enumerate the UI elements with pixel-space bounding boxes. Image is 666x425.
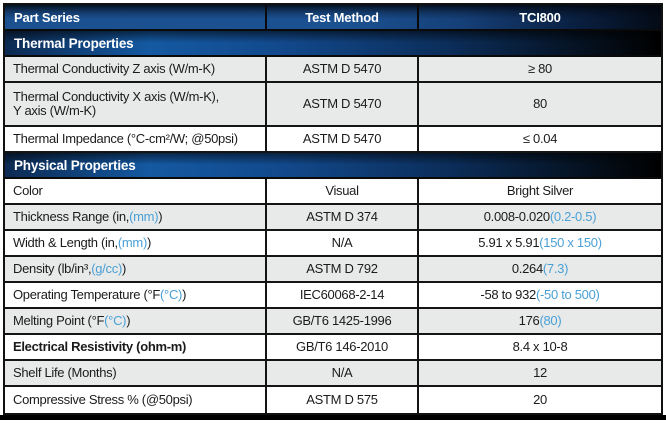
method-cell: GB/T6 146-2010 [265,335,417,359]
cell-text: Thermal Conductivity X axis (W/m-K), Y a… [13,89,219,118]
table-row: Operating Temperature (°F (°C)) IEC60068… [5,283,661,309]
method-cell: Visual [265,179,417,203]
method-cell: ASTM D 575 [265,387,417,413]
cell-text: ) [182,287,187,302]
property-cell: Thermal Impedance (°C-cm²/W; @50psi) [5,127,265,151]
cell-text: Thickness Range (in, [13,209,130,224]
value-cell: ≤ 0.04 [417,127,661,151]
cell-text: Bright Silver [506,183,574,198]
metric-unit-text: (150 x 150) [539,235,602,250]
method-cell: ASTM D 374 [265,205,417,229]
cell-text: Thermal Impedance (°C-cm²/W; @50psi) [13,131,238,146]
property-cell: Width & Length (in, (mm)) [5,231,265,255]
metric-unit-text: (g/cc) [91,261,122,276]
section-title: Thermal Properties [14,35,134,51]
table-row: Color Visual Bright Silver [5,179,661,205]
property-cell: Melting Point (°F (°C)) [5,309,265,333]
value-cell: 176 (80) [417,309,661,333]
cell-text: Thermal Conductivity Z axis (W/m-K) [13,61,215,76]
section-header: Thermal Properties [5,31,661,57]
method-cell: ASTM D 792 [265,257,417,281]
value-cell: Bright Silver [417,179,661,203]
table-row: Width & Length (in, (mm)) N/A 5.91 x 5.9… [5,231,661,257]
cell-text: Color [13,183,43,198]
property-cell: Thermal Conductivity Z axis (W/m-K) [5,57,265,81]
cell-text: Melting Point (°F [13,313,105,328]
value-cell: 80 [417,83,661,125]
cell-text: ≤ 0.04 [522,131,558,146]
cell-text: 80 [533,96,547,111]
value-cell: 0.008-0.020 (0.2-0.5) [417,205,661,229]
table-header-row: Part Series Test Method TCI800 [5,5,661,31]
cell-text: Shelf Life (Months) [13,365,117,380]
cell-text: 20 [533,392,547,407]
cell-text: 176 [518,313,540,328]
cell-text: Operating Temperature (°F [13,287,161,302]
cell-text: ) [121,261,127,276]
cell-text: 8.4 x 10-8 [512,339,568,354]
property-cell: Thickness Range (in, (mm)) [5,205,265,229]
property-cell: Color [5,179,265,203]
spec-table: Part Series Test Method TCI800 Thermal P… [3,3,663,415]
table-row: Thickness Range (in, (mm)) ASTM D 374 0.… [5,205,661,231]
column-header-test-method: Test Method [265,5,417,29]
method-cell: N/A [265,361,417,385]
method-cell: GB/T6 1425-1996 [265,309,417,333]
metric-unit-text: (mm) [117,235,147,250]
table-row: Melting Point (°F (°C)) GB/T6 1425-1996 … [5,309,661,335]
table-row: Density (lb/in³, (g/cc)) ASTM D 792 0.26… [5,257,661,283]
cell-text: Density (lb/in³, [13,261,92,276]
metric-unit-text: (-50 to 500) [535,287,600,302]
cell-text: 0.264 [511,261,543,276]
method-cell: ASTM D 5470 [265,127,417,151]
property-cell: Operating Temperature (°F (°C)) [5,283,265,307]
cell-text: Electrical Resistivity (ohm-m) [13,339,187,354]
column-header-tci800: TCI800 [417,5,661,29]
section-title: Physical Properties [14,157,136,173]
property-cell: Shelf Life (Months) [5,361,265,385]
table-body: Thermal Properties Thermal Conductivity … [5,31,661,413]
value-cell: 5.91 x 5.91 (150 x 150) [417,231,661,255]
cell-text: Compressive Stress % (@50psi) [13,392,193,407]
bottom-divider [0,415,666,420]
cell-text: -58 to 932 [480,287,536,302]
cell-text: 5.91 x 5.91 [478,235,540,250]
section-header: Physical Properties [5,153,661,179]
value-cell: 0.264 (7.3) [417,257,661,281]
property-cell: Electrical Resistivity (ohm-m) [5,335,265,359]
cell-text: ) [146,235,152,250]
table-row: Electrical Resistivity (ohm-m) GB/T6 146… [5,335,661,361]
table-row: Shelf Life (Months) N/A 12 [5,361,661,387]
metric-unit-text: (0.2-0.5) [549,209,597,224]
metric-unit-text: (80) [539,313,562,328]
column-header-part-series: Part Series [14,9,80,25]
cell-text: ) [126,313,131,328]
table-row: Thermal Conductivity X axis (W/m-K), Y a… [5,83,661,127]
property-cell: Compressive Stress % (@50psi) [5,387,265,413]
table-row: Thermal Impedance (°C-cm²/W; @50psi) AST… [5,127,661,153]
cell-text: 12 [533,365,547,380]
value-cell: ≥ 80 [417,57,661,81]
metric-unit-text: (°C) [160,287,183,302]
cell-text: Width & Length (in, [13,235,118,250]
property-cell: Thermal Conductivity X axis (W/m-K), Y a… [5,83,265,125]
table-row: Compressive Stress % (@50psi) ASTM D 575… [5,387,661,413]
value-cell: 20 [417,387,661,413]
value-cell: 12 [417,361,661,385]
metric-unit-text: (7.3) [542,261,569,276]
method-cell: ASTM D 5470 [265,57,417,81]
metric-unit-text: (°C) [104,313,127,328]
method-cell: ASTM D 5470 [265,83,417,125]
cell-text: 0.008-0.020 [483,209,550,224]
property-cell: Density (lb/in³, (g/cc)) [5,257,265,281]
method-cell: N/A [265,231,417,255]
cell-text: ) [158,209,163,224]
metric-unit-text: (mm) [129,209,159,224]
value-cell: 8.4 x 10-8 [417,335,661,359]
table-row: Thermal Conductivity Z axis (W/m-K) ASTM… [5,57,661,83]
cell-text: ≥ 80 [527,61,552,76]
value-cell: -58 to 932 (-50 to 500) [417,283,661,307]
method-cell: IEC60068-2-14 [265,283,417,307]
